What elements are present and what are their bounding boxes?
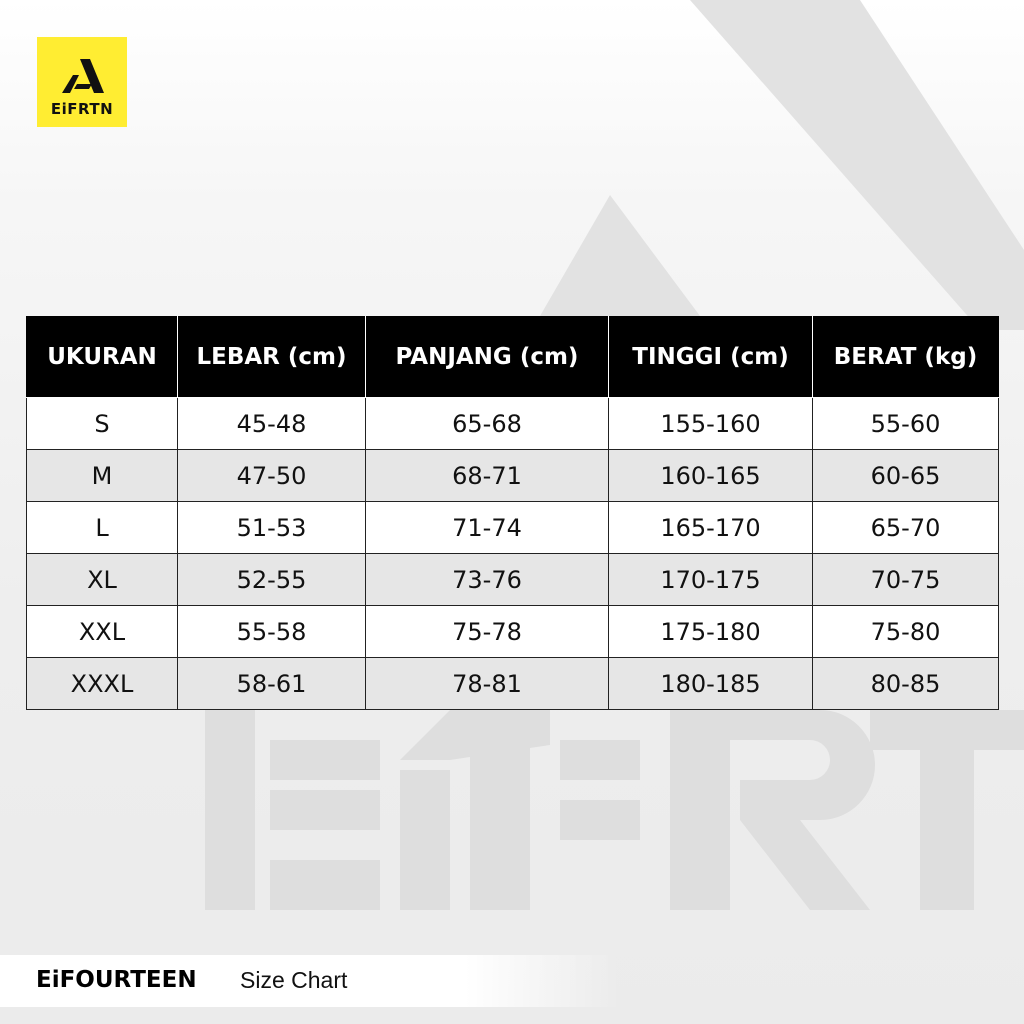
table-row: L 51-53 71-74 165-170 65-70 — [26, 501, 999, 554]
table-row: M 47-50 68-71 160-165 60-65 — [26, 449, 999, 502]
footer-band — [0, 955, 620, 1007]
cell-lebar: 51-53 — [177, 501, 366, 554]
logo-a-icon — [62, 59, 104, 93]
size-chart-table: UKURAN LEBAR (cm) PANJANG (cm) TINGGI (c… — [26, 316, 999, 710]
cell-berat: 55-60 — [812, 397, 999, 450]
cell-size: L — [26, 501, 178, 554]
cell-berat: 65-70 — [812, 501, 999, 554]
footer-brand: EiFOURTEEN — [36, 967, 197, 993]
cell-lebar: 47-50 — [177, 449, 366, 502]
footer-title: Size Chart — [240, 967, 348, 993]
table-header-row: UKURAN LEBAR (cm) PANJANG (cm) TINGGI (c… — [26, 316, 999, 398]
cell-tinggi: 180-185 — [608, 657, 813, 710]
cell-berat: 60-65 — [812, 449, 999, 502]
cell-berat: 75-80 — [812, 605, 999, 658]
cell-panjang: 71-74 — [365, 501, 609, 554]
cell-tinggi: 175-180 — [608, 605, 813, 658]
cell-panjang: 78-81 — [365, 657, 609, 710]
table-row: XXXL 58-61 78-81 180-185 80-85 — [26, 657, 999, 710]
watermark-triangle — [540, 195, 700, 316]
cell-lebar: 55-58 — [177, 605, 366, 658]
cell-size: XL — [26, 553, 178, 606]
cell-lebar: 45-48 — [177, 397, 366, 450]
brand-logo: EiFRTN — [37, 37, 127, 127]
header-berat: BERAT (kg) — [812, 316, 999, 398]
cell-lebar: 52-55 — [177, 553, 366, 606]
cell-tinggi: 165-170 — [608, 501, 813, 554]
watermark-letters — [205, 710, 1024, 910]
logo-text: EiFRTN — [50, 100, 114, 118]
cell-tinggi: 170-175 — [608, 553, 813, 606]
cell-lebar: 58-61 — [177, 657, 366, 710]
cell-panjang: 73-76 — [365, 553, 609, 606]
cell-tinggi: 155-160 — [608, 397, 813, 450]
cell-tinggi: 160-165 — [608, 449, 813, 502]
header-tinggi: TINGGI (cm) — [608, 316, 813, 398]
cell-size: S — [26, 397, 178, 450]
table-row: XL 52-55 73-76 170-175 70-75 — [26, 553, 999, 606]
header-ukuran: UKURAN — [26, 316, 178, 398]
table-row: XXL 55-58 75-78 175-180 75-80 — [26, 605, 999, 658]
cell-berat: 80-85 — [812, 657, 999, 710]
cell-size: M — [26, 449, 178, 502]
table-row: S 45-48 65-68 155-160 55-60 — [26, 397, 999, 450]
header-panjang: PANJANG (cm) — [365, 316, 609, 398]
cell-panjang: 65-68 — [365, 397, 609, 450]
cell-berat: 70-75 — [812, 553, 999, 606]
cell-panjang: 68-71 — [365, 449, 609, 502]
watermark-stroke — [690, 0, 1024, 330]
header-lebar: LEBAR (cm) — [177, 316, 366, 398]
cell-panjang: 75-78 — [365, 605, 609, 658]
cell-size: XXL — [26, 605, 178, 658]
cell-size: XXXL — [26, 657, 178, 710]
